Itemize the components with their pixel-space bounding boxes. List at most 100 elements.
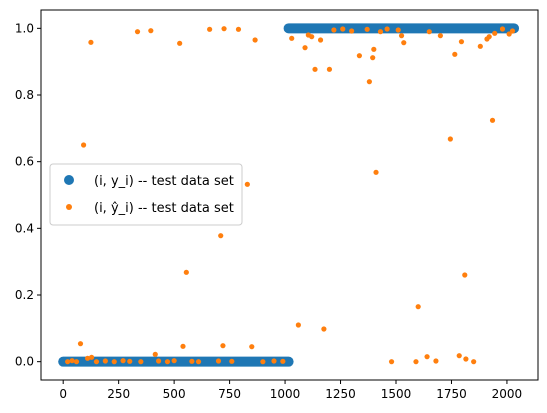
- prediction-point: [235, 26, 242, 32]
- x-axis: 0 250 500 750 1000 1250 1500 1750 2000: [59, 380, 522, 401]
- prediction-point: [331, 27, 337, 33]
- prediction-point: [452, 51, 458, 57]
- prediction-point: [486, 34, 492, 40]
- x-tick-label: 1250: [325, 387, 356, 401]
- prediction-point: [312, 66, 318, 72]
- prediction-point: [426, 29, 432, 35]
- prediction-point: [499, 26, 506, 32]
- prediction-point: [183, 269, 189, 275]
- prediction-point: [207, 26, 213, 32]
- prediction-point: [366, 79, 372, 85]
- prediction-point: [229, 358, 235, 364]
- prediction-point: [164, 359, 171, 365]
- prediction-point: [218, 233, 224, 239]
- prediction-point: [437, 33, 443, 39]
- prediction-point: [88, 39, 94, 45]
- prediction-point: [326, 66, 333, 72]
- prediction-point: [171, 358, 177, 364]
- prediction-point: [127, 358, 133, 364]
- prediction-point: [433, 358, 439, 364]
- prediction-point: [384, 26, 390, 32]
- prediction-point: [73, 359, 80, 365]
- legend-label-predictions: (i, ŷ_i) -- test data set: [94, 201, 234, 216]
- prediction-point: [195, 359, 202, 365]
- prediction-point: [221, 26, 227, 32]
- prediction-point: [120, 358, 126, 364]
- prediction-point: [84, 355, 91, 361]
- prediction-point: [492, 30, 498, 36]
- prediction-point: [388, 359, 395, 365]
- prediction-point: [415, 304, 421, 310]
- x-tick-label: 0: [59, 387, 67, 401]
- prediction-point: [447, 136, 453, 142]
- prediction-point: [321, 326, 327, 332]
- prediction-point: [260, 359, 266, 365]
- y-tick-label: 1.0: [15, 21, 34, 35]
- x-tick-label: 2000: [492, 387, 523, 401]
- prediction-point: [220, 343, 226, 349]
- plot-marks: [58, 23, 520, 367]
- prediction-point: [280, 358, 286, 364]
- prediction-point: [398, 33, 405, 39]
- y-tick-label: 0.0: [15, 355, 34, 369]
- plot-frame: [40, 9, 539, 381]
- legend-label-labels: (i, y_i) -- test data set: [94, 174, 234, 189]
- prediction-point: [349, 28, 355, 34]
- prediction-point: [177, 40, 183, 46]
- y-axis: 0.0 0.2 0.4 0.6 0.8 1.0: [15, 21, 41, 369]
- prediction-point: [364, 26, 370, 32]
- prediction-point: [252, 37, 258, 43]
- prediction-point: [295, 322, 301, 328]
- prediction-point: [373, 169, 379, 175]
- prediction-point: [356, 53, 362, 59]
- prediction-point: [138, 359, 144, 365]
- prediction-point: [462, 272, 468, 278]
- prediction-point: [309, 34, 315, 40]
- y-tick-label: 0.4: [15, 221, 34, 235]
- y-tick-label: 0.2: [15, 288, 34, 302]
- prediction-point: [93, 359, 100, 365]
- x-tick-label: 750: [218, 387, 241, 401]
- prediction-point: [424, 354, 430, 360]
- prediction-point: [77, 341, 84, 347]
- prediction-point: [413, 359, 419, 365]
- prediction-point: [509, 28, 516, 34]
- prediction-point: [249, 344, 255, 350]
- legend-box: [49, 163, 243, 226]
- x-tick-label: 250: [107, 387, 130, 401]
- prediction-point: [152, 351, 158, 357]
- legend-marker-predictions: [66, 204, 72, 210]
- prediction-point: [456, 353, 462, 359]
- y-tick-label: 0.6: [15, 155, 34, 169]
- prediction-point: [155, 358, 162, 364]
- prediction-point: [65, 359, 71, 365]
- prediction-point: [111, 359, 117, 365]
- prediction-point: [180, 343, 186, 349]
- prediction-point: [458, 39, 465, 45]
- prediction-point: [489, 117, 496, 123]
- y-tick-label: 0.8: [15, 88, 34, 102]
- prediction-point: [102, 358, 108, 364]
- prediction-point: [271, 358, 277, 364]
- prediction-point: [69, 358, 75, 364]
- prediction-point: [317, 37, 324, 43]
- prediction-point: [477, 43, 483, 49]
- x-tick-label: 500: [163, 387, 186, 401]
- prediction-point: [289, 35, 295, 41]
- x-tick-label: 1000: [270, 387, 301, 401]
- x-tick-label: 1750: [436, 387, 467, 401]
- legend-marker-labels: [64, 175, 74, 185]
- prediction-point: [463, 356, 469, 362]
- prediction-point: [215, 358, 222, 364]
- prediction-point: [401, 40, 407, 46]
- prediction-point: [189, 358, 195, 364]
- prediction-point: [148, 28, 154, 34]
- prediction-point: [370, 55, 376, 61]
- x-tick-label: 1500: [381, 387, 412, 401]
- prediction-point: [340, 26, 346, 32]
- prediction-point: [395, 27, 401, 33]
- prediction-point: [471, 359, 477, 365]
- prediction-point: [302, 45, 308, 51]
- prediction-point: [371, 46, 377, 52]
